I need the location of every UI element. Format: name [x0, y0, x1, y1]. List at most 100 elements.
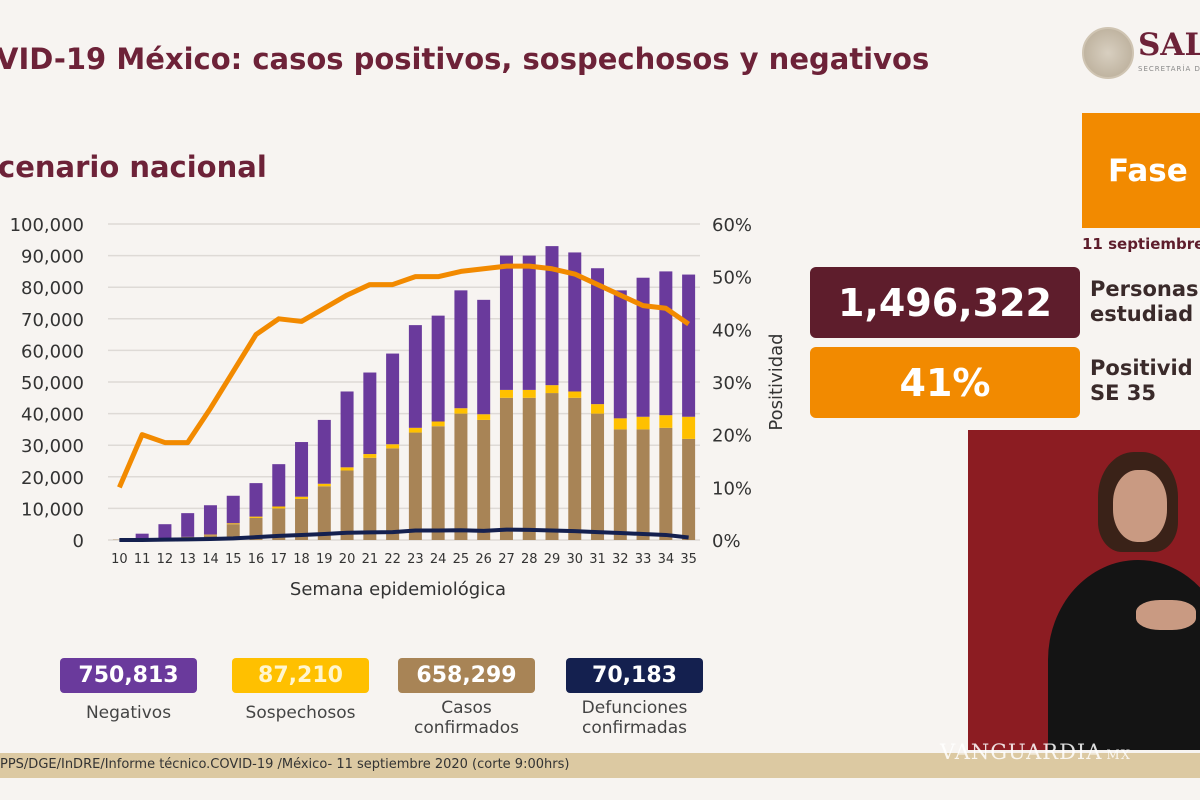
x-tick-label: 16: [248, 552, 265, 567]
bar-negativos-11: [135, 533, 149, 540]
line-defunciones: [119, 527, 689, 542]
total-label-0: Negativos: [85, 703, 172, 723]
interpreter-hands: [1136, 600, 1196, 630]
bar-confirmados-17: [272, 508, 286, 540]
y2-tick-label: 60%: [712, 215, 752, 236]
bar-negativos-23: [408, 325, 422, 428]
bar-negativos-18: [295, 442, 309, 497]
bar-sospechosos-19: [317, 483, 331, 487]
bar-negativos-24: [431, 315, 445, 422]
x-tick-label: 24: [430, 552, 447, 567]
bar-negativos-25: [454, 290, 468, 409]
x-tick-label: 27: [498, 552, 515, 567]
bar-negativos-35: [682, 274, 696, 417]
x-tick-label: 31: [589, 552, 606, 567]
bar-negativos-14: [203, 505, 217, 535]
bar-negativos-21: [363, 372, 377, 455]
bar-negativos-15: [226, 495, 240, 524]
logo: SAL SECRETARÍA DE: [1080, 27, 1200, 82]
bar-confirmados-16: [249, 517, 263, 540]
x-tick-label: 17: [270, 552, 287, 567]
bar-confirmados-27: [499, 397, 513, 540]
bar-sospechosos-21: [363, 454, 377, 458]
bar-sospechosos-25: [454, 408, 468, 414]
y-tick-label: 50,000: [21, 373, 84, 394]
phase-date: 11 septiembre: [1082, 235, 1200, 253]
x-tick-label: 21: [362, 552, 379, 567]
bar-confirmados-33: [636, 429, 650, 540]
bar-confirmados-29: [545, 393, 559, 540]
bar-sospechosos-23: [408, 427, 422, 433]
x-tick-label: 26: [475, 552, 492, 567]
phase-badge: Fase: [1082, 113, 1200, 228]
x-tick-label: 11: [134, 552, 151, 567]
bar-negativos-20: [340, 391, 354, 468]
bar-confirmados-34: [659, 427, 673, 540]
bar-sospechosos-31: [591, 404, 605, 414]
y-tick-label: 40,000: [21, 405, 84, 426]
bar-sospechosos-18: [295, 496, 309, 499]
watermark: VANGUARDIA MX: [940, 740, 1131, 764]
bar-negativos-32: [613, 290, 627, 419]
x-tick-label: 25: [453, 552, 470, 567]
x-tick-label: 32: [612, 552, 629, 567]
bar-confirmados-35: [682, 438, 696, 540]
y2-tick-label: 30%: [712, 373, 752, 394]
bar-sospechosos-32: [613, 418, 627, 430]
bar-negativos-27: [499, 255, 513, 390]
bar-confirmados-18: [295, 498, 309, 540]
y-tick-label: 0: [73, 531, 84, 552]
positivity-label-line2: SE 35: [1090, 381, 1157, 405]
bar-confirmados-22: [386, 448, 400, 540]
page-title: VID-19 México: casos positivos, sospecho…: [0, 42, 930, 76]
line-positividad: [117, 263, 691, 489]
bar-confirmados-23: [408, 432, 422, 540]
y-tick-label: 100,000: [10, 215, 84, 236]
x-tick-label: 35: [680, 552, 697, 567]
total-box-3: 70,183: [566, 658, 703, 693]
bar-sospechosos-33: [636, 416, 650, 430]
bar-sospechosos-29: [545, 385, 559, 394]
x-tick-label: 15: [225, 552, 242, 567]
bar-sospechosos-35: [682, 416, 696, 439]
logo-subtext: SECRETARÍA DE: [1138, 65, 1200, 73]
y2-tick-label: 20%: [712, 426, 752, 447]
chart: 0 10,000 20,000 30,000 40,000 50,000 60,000 70,…: [10, 215, 787, 600]
studied-value: 1,496,322: [810, 267, 1080, 338]
bar-sospechosos-17: [272, 506, 286, 509]
x-tick-label: 14: [202, 552, 219, 567]
total-label-3: Defunciones confirmadas: [581, 698, 688, 738]
bar-confirmados-32: [613, 429, 627, 540]
y2-tick-label: 10%: [712, 478, 752, 499]
bar-sospechosos-22: [386, 444, 400, 449]
bar-sospechosos-26: [477, 414, 491, 420]
x-tick-label: 19: [316, 552, 333, 567]
y2-axis-title: Positividad: [766, 333, 787, 430]
bar-sospechosos-14: [203, 534, 217, 536]
watermark-suffix: MX: [1106, 748, 1131, 763]
bar-sospechosos-20: [340, 467, 354, 471]
y-tick-label: 10,000: [21, 499, 84, 520]
bar-negativos-19: [317, 419, 331, 484]
bar-negativos-31: [591, 268, 605, 405]
bar-negativos-33: [636, 277, 650, 417]
bar-confirmados-25: [454, 413, 468, 540]
bar-sospechosos-28: [522, 389, 536, 398]
bar-confirmados-30: [568, 397, 582, 540]
bar-sospechosos-30: [568, 391, 582, 398]
y2-tick-label: 0%: [712, 531, 741, 552]
total-label-1: Sospechosos: [245, 703, 356, 723]
sign-language-interpreter-video: [968, 430, 1200, 750]
x-tick-label: 33: [635, 552, 652, 567]
y-tick-label: 90,000: [21, 247, 84, 268]
x-tick-label: 23: [407, 552, 424, 567]
total-box-1: 87,210: [232, 658, 369, 693]
bar-confirmados-28: [522, 397, 536, 540]
y-tick-label: 60,000: [21, 341, 84, 362]
x-tick-label: 34: [658, 552, 675, 567]
bar-sospechosos-15: [226, 523, 240, 525]
bar-confirmados-26: [477, 419, 491, 540]
bar-negativos-34: [659, 271, 673, 416]
x-tick-label: 20: [339, 552, 356, 567]
footer-source: PPS/DGE/InDRE/Informe técnico.COVID-19 /…: [0, 757, 570, 772]
